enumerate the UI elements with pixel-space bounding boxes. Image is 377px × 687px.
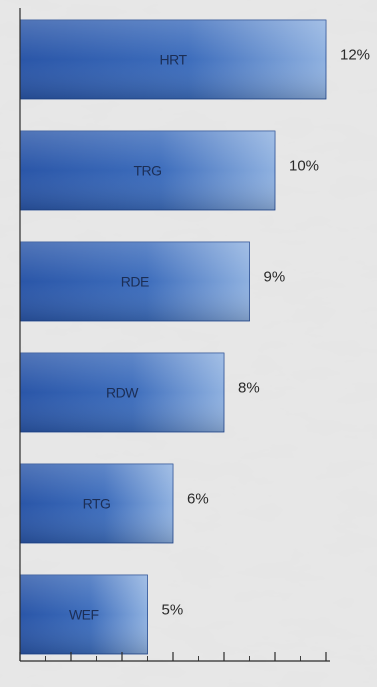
value-label: 10% (289, 158, 319, 175)
category-label: HRT (159, 52, 187, 68)
category-label: RDW (106, 385, 139, 401)
x-axis (19, 8, 330, 662)
bars-layer: HRT 12% TRG 10% RDE 9% RDW 8% RTG 6% WEF 5% (19, 19, 370, 655)
bar-group: RDW 8% (19, 352, 260, 433)
bar-shade (20, 575, 148, 654)
category-label: RTG (83, 496, 111, 512)
category-label: TRG (133, 163, 161, 179)
bar-group: WEF 5% (19, 574, 184, 655)
category-label: WEF (69, 607, 99, 623)
bar-group: RDE 9% (19, 241, 286, 322)
bar-shade (20, 353, 224, 432)
value-label: 5% (162, 602, 184, 619)
bar-group: RTG 6% (19, 463, 209, 544)
value-label: 6% (187, 491, 209, 508)
bar-group: HRT 12% (19, 19, 370, 100)
bar-shade (20, 242, 250, 321)
category-label: RDE (121, 274, 149, 290)
bar-shade (20, 131, 275, 210)
value-label: 12% (340, 47, 370, 64)
bar-group: TRG 10% (19, 130, 319, 211)
value-label: 8% (238, 380, 260, 397)
bar-shade (20, 464, 173, 543)
bar-shade (20, 20, 326, 99)
value-label: 9% (264, 269, 286, 286)
